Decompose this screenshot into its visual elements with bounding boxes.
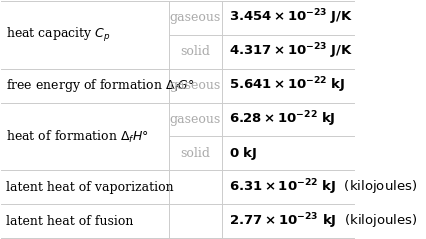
Text: solid: solid [180, 45, 210, 58]
Text: $\mathbf{2.77\times10^{-23}}$ $\mathbf{kJ}$  (kilojoules): $\mathbf{2.77\times10^{-23}}$ $\mathbf{k… [229, 212, 417, 231]
Text: gaseous: gaseous [170, 113, 221, 126]
Text: $\mathbf{0}$ $\mathbf{kJ}$: $\mathbf{0}$ $\mathbf{kJ}$ [229, 145, 256, 162]
Text: $\mathbf{4.317\times10^{-23}}$ $\mathbf{J/K}$: $\mathbf{4.317\times10^{-23}}$ $\mathbf{… [229, 42, 353, 61]
Text: latent heat of fusion: latent heat of fusion [6, 215, 133, 228]
Text: $\mathbf{5.641\times10^{-22}}$ $\mathbf{kJ}$: $\mathbf{5.641\times10^{-22}}$ $\mathbf{… [229, 76, 345, 95]
Text: heat of formation $\Delta_f H°$: heat of formation $\Delta_f H°$ [6, 128, 149, 145]
Text: heat capacity $C_p$: heat capacity $C_p$ [6, 26, 111, 44]
Text: gaseous: gaseous [170, 79, 221, 92]
Text: free energy of formation $\Delta_f G°$: free energy of formation $\Delta_f G°$ [6, 77, 194, 94]
Text: $\mathbf{6.31\times10^{-22}}$ $\mathbf{kJ}$  (kilojoules): $\mathbf{6.31\times10^{-22}}$ $\mathbf{k… [229, 178, 417, 197]
Text: $\mathbf{6.28\times10^{-22}}$ $\mathbf{kJ}$: $\mathbf{6.28\times10^{-22}}$ $\mathbf{k… [229, 110, 335, 129]
Text: gaseous: gaseous [170, 11, 221, 24]
Text: $\mathbf{3.454\times10^{-23}}$ $\mathbf{J/K}$: $\mathbf{3.454\times10^{-23}}$ $\mathbf{… [229, 8, 353, 27]
Text: solid: solid [180, 147, 210, 160]
Text: latent heat of vaporization: latent heat of vaporization [6, 181, 174, 194]
